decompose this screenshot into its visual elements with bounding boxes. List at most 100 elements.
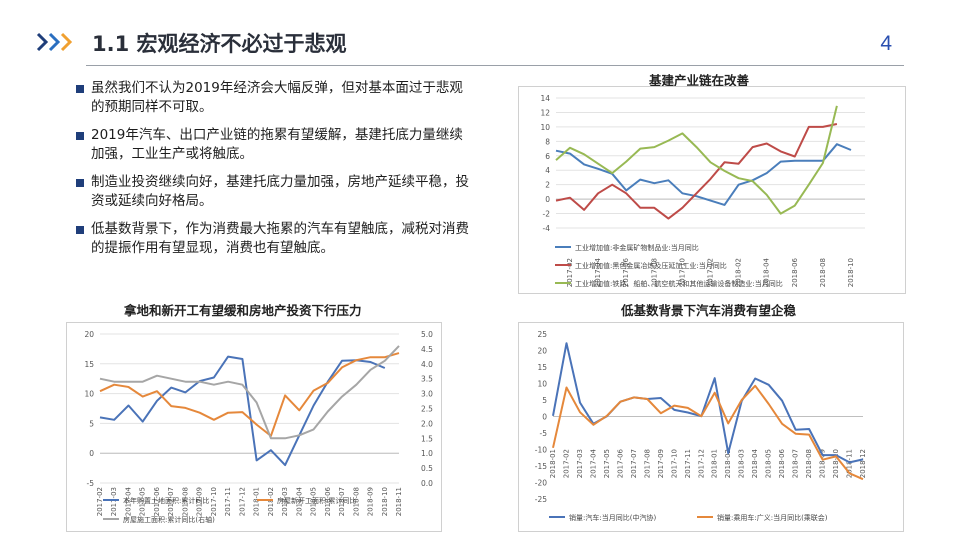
chart-title-auto: 低基数背景下汽车消费有望企稳 — [621, 303, 797, 318]
square-bullet-icon — [76, 179, 84, 187]
bullet-text: 虽然我们不认为2019年经济会大幅反弹，但对基本面过于悲观的预期同样不可取。 — [91, 80, 463, 115]
y-tick-label: -15 — [535, 462, 547, 471]
square-bullet-icon — [76, 85, 84, 93]
y-tick-label: 6 — [545, 152, 550, 161]
y2-tick-label: 3.0 — [421, 390, 433, 399]
x-tick-label: 2018-03 — [281, 487, 289, 516]
bullet-text: 制造业投资继续向好，基建托底力量加强，房地产延续平稳，投资或延续向好格局。 — [91, 174, 469, 209]
x-tick-label: 2018-02 — [267, 487, 275, 516]
x-tick-label: 2017-05 — [139, 487, 147, 516]
x-tick-label: 2018-01 — [711, 449, 719, 478]
legend-label: 房屋施工面积:累计同比(右轴) — [123, 515, 215, 524]
x-tick-label: 2018-10 — [381, 487, 389, 516]
x-tick-label: 2017-10 — [678, 258, 686, 287]
legend-label: 工业增加值:非金属矿物制品业:当月同比 — [575, 243, 699, 252]
x-tick-label: 2018-11 — [846, 449, 854, 478]
x-tick-label: 2017-07 — [167, 487, 175, 516]
slide-title: 1.1 宏观经济不必过于悲观 — [92, 32, 347, 56]
x-tick-label: 2018-06 — [324, 486, 332, 516]
legend-label: 房屋新开工面积:累计同比 — [277, 496, 356, 505]
x-tick-label: 2018-04 — [295, 486, 303, 516]
x-tick-label: 2018-05 — [310, 487, 318, 516]
y-tick-label: 0 — [89, 449, 94, 458]
chart-real-estate: -5 0 5 10 15 20 0.0 0.5 1.0 1.5 2.0 2.5 3.0 3.5 4.0 4.5… — [66, 322, 442, 532]
x-tick-label: 2017-02 — [562, 449, 570, 478]
x-tick-label: 2018-10 — [847, 258, 855, 287]
chart-title-infrastructure: 基建产业链在改善 — [649, 73, 750, 88]
y-tick-label: 15 — [84, 360, 94, 369]
x-tick-label: 2017-12 — [697, 449, 705, 478]
series-line — [99, 355, 386, 467]
x-tick-label: 2017-02 — [566, 258, 574, 287]
bullet-item: 2019年汽车、出口产业链的拖累有望缓解，基建托底力量继续加强，工业生产或将触底… — [76, 126, 476, 164]
line-chart-real-estate: -5 0 5 10 15 20 0.0 0.5 1.0 1.5 2.0 2.5 3.0 3.5 4.0 4.5… — [84, 330, 433, 524]
x-tick-label: 2017-12 — [238, 487, 246, 516]
x-tick-label: 2017-02 — [96, 487, 104, 516]
x-tick-label: 2017-06 — [616, 448, 624, 478]
chart-auto: -25 -20 -15 -10 -5 0 5 10 15 20 25 2018-01 2017-02 20… — [518, 322, 904, 532]
x-tick-label: 2018-01 — [549, 449, 557, 478]
line-chart-auto: -25 -20 -15 -10 -5 0 5 10 15 20 25 2018-01 2017-02 20… — [535, 330, 867, 522]
y2-tick-label: 2.0 — [421, 419, 433, 428]
y-tick-label: 0 — [545, 195, 550, 204]
y-tick-label: 15 — [537, 363, 547, 372]
y2-tick-label: 1.5 — [421, 434, 433, 443]
x-tick-label: 2018-11 — [395, 487, 403, 516]
y-tick-label: 20 — [537, 347, 547, 356]
x-tick-label: 2017-11 — [684, 449, 692, 478]
x-tick-label: 2018-06 — [778, 448, 786, 478]
y-tick-label: 14 — [540, 94, 550, 103]
x-tick-label: 2018-08 — [805, 449, 813, 478]
x-tick-label: 2017-08 — [650, 258, 658, 287]
x-tick-label: 2018-08 — [352, 487, 360, 516]
legend-label: 工业增加值:铁路、船舶、航空航天和其他运输设备制造业:当月同比 — [575, 279, 783, 288]
y2-tick-label: 2.5 — [421, 405, 433, 414]
series-line — [555, 105, 838, 215]
x-tick-label: 2018-02 — [724, 449, 732, 478]
x-tick-label: 2017-09 — [196, 487, 204, 516]
legend-label: 销量:乘用车:广义:当月同比(乘联会) — [717, 513, 828, 522]
x-tick-label: 2018-03 — [738, 449, 746, 478]
legend-label: 销量:汽车:当月同比(中汽协) — [569, 513, 656, 522]
x-tick-label: 2017-12 — [707, 258, 715, 287]
x-tick-label: 2018-10 — [832, 449, 840, 478]
y-tick-label: 0 — [542, 413, 547, 422]
x-tick-label: 2018-09 — [367, 487, 375, 516]
x-tick-label: 2018-04 — [751, 448, 759, 478]
x-tick-label: 2018-02 — [735, 258, 743, 287]
y-tick-label: 12 — [540, 108, 550, 117]
x-tick-label: 2017-04 — [594, 257, 602, 287]
y-tick-label: -25 — [535, 495, 547, 504]
y-tick-label: 2 — [545, 181, 550, 190]
series-line — [99, 352, 400, 437]
x-tick-label: 2018-09 — [819, 449, 827, 478]
bullet-item: 低基数背景下，作为消费最大拖累的汽车有望触底，减税对消费的提振作用有望显现，消费… — [76, 220, 476, 258]
x-tick-label: 2017-08 — [643, 449, 651, 478]
x-tick-label: 2018-12 — [859, 449, 867, 478]
y-tick-label: -4 — [543, 224, 551, 233]
x-tick-label: 2017-10 — [670, 449, 678, 478]
chart-title-real-estate: 拿地和新开工有望缓和房地产投资下行压力 — [124, 303, 362, 318]
series-line — [99, 345, 400, 440]
square-bullet-icon — [76, 132, 84, 140]
bullet-list: 虽然我们不认为2019年经济会大幅反弹，但对基本面过于悲观的预期同样不可取。 2… — [76, 79, 476, 267]
y2-tick-label: 4.0 — [421, 360, 433, 369]
bullet-text: 2019年汽车、出口产业链的拖累有望缓解，基建托底力量继续加强，工业生产或将触底… — [91, 127, 463, 162]
chart-infrastructure: -4 -2 0 2 4 6 8 10 12 14 2017-02 2017-04 2017-06 2017… — [518, 86, 906, 294]
x-tick-label: 2017-06 — [622, 257, 630, 287]
x-tick-label: 2018-07 — [792, 449, 800, 478]
y2-tick-label: 5.0 — [421, 330, 433, 339]
x-tick-label: 2018-07 — [338, 487, 346, 516]
y-tick-label: 5 — [542, 396, 547, 405]
x-tick-label: 2018-06 — [791, 257, 799, 287]
x-tick-label: 2017-05 — [603, 449, 611, 478]
series-line — [555, 143, 852, 206]
triple-chevron-right-icon — [36, 32, 73, 52]
legend-label: 工业增加值:黑色金属冶炼及压延加工业:当月同比 — [575, 261, 727, 270]
bullet-item: 制造业投资继续向好，基建托底力量加强，房地产延续平稳，投资或延续向好格局。 — [76, 173, 476, 211]
series-line — [555, 123, 838, 220]
x-tick-label: 2018-04 — [763, 257, 771, 287]
x-tick-label: 2018-01 — [253, 487, 261, 516]
header-divider — [86, 65, 904, 66]
series-line — [552, 384, 864, 481]
